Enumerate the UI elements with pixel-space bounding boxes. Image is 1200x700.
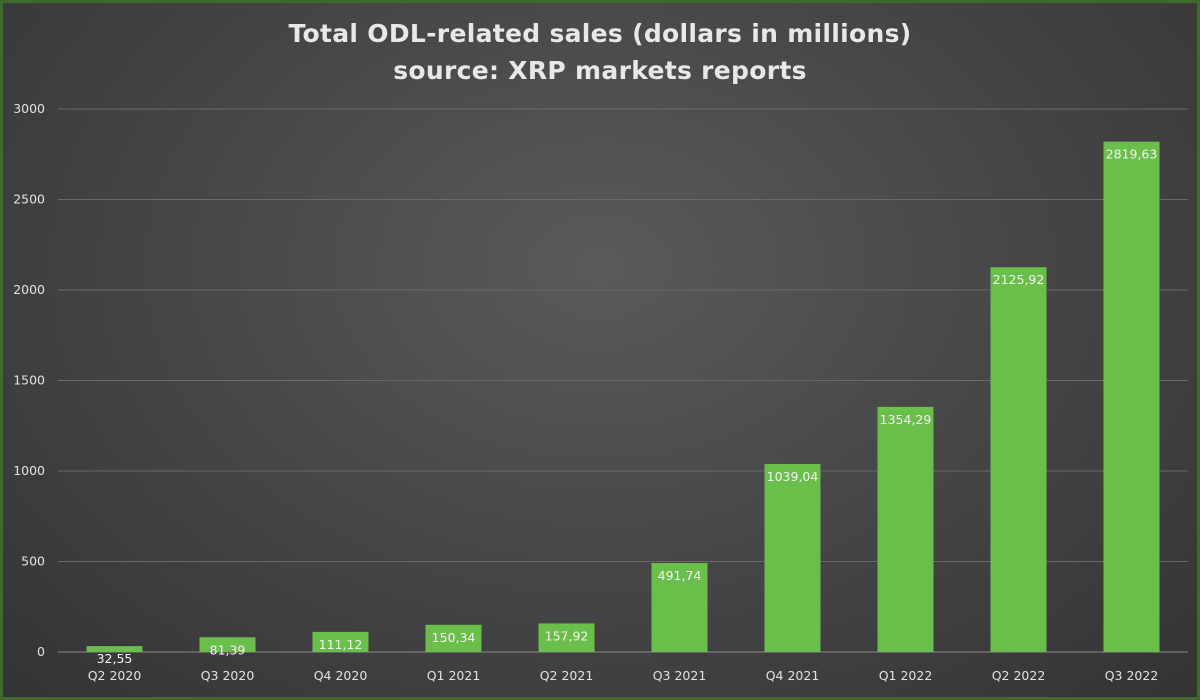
data-label: 157,92 xyxy=(545,628,589,643)
x-tick-label: Q1 2021 xyxy=(427,668,481,683)
bar xyxy=(651,562,708,652)
x-tick-label: Q1 2022 xyxy=(879,668,933,683)
data-label: 81,39 xyxy=(210,642,246,657)
bar xyxy=(764,463,821,652)
data-label: 150,34 xyxy=(432,630,476,645)
data-label: 32,55 xyxy=(97,651,133,666)
y-tick-label: 0 xyxy=(37,644,45,659)
y-tick-label: 2000 xyxy=(13,282,45,297)
bar xyxy=(86,646,143,652)
bar xyxy=(199,637,256,652)
data-label: 2819,63 xyxy=(1106,147,1158,162)
bar xyxy=(425,624,482,652)
y-tick-label: 3000 xyxy=(13,101,45,116)
bar-chart: 0 500 1000 1500 2000 2500 3000 32,55 Q2 2020 81,3… xyxy=(13,101,1188,683)
x-tick-label: Q3 2020 xyxy=(201,668,255,683)
bar xyxy=(877,406,934,652)
bar xyxy=(990,267,1047,652)
y-tick-label: 2500 xyxy=(13,192,45,207)
data-label: 1354,29 xyxy=(880,412,932,427)
chart-title-block: Total ODL-related sales (dollars in mill… xyxy=(3,15,1197,89)
y-tick-label: 1500 xyxy=(13,373,45,388)
data-label: 1039,04 xyxy=(767,469,819,484)
y-tick-label: 1000 xyxy=(13,463,45,478)
chart-subtitle: source: XRP markets reports xyxy=(393,56,807,85)
x-tick-label: Q3 2022 xyxy=(1105,668,1159,683)
x-tick-label: Q2 2020 xyxy=(88,668,142,683)
x-tick-label: Q3 2021 xyxy=(653,668,707,683)
bar xyxy=(312,631,369,652)
x-tick-label: Q4 2021 xyxy=(766,668,820,683)
x-tick-label: Q2 2022 xyxy=(992,668,1046,683)
bar xyxy=(538,623,595,652)
bar xyxy=(1103,141,1160,652)
data-label: 111,12 xyxy=(319,637,363,652)
data-label: 491,74 xyxy=(658,568,702,583)
y-tick-label: 500 xyxy=(21,554,45,569)
chart-title: Total ODL-related sales (dollars in mill… xyxy=(288,19,912,48)
x-tick-label: Q4 2020 xyxy=(314,668,368,683)
data-label: 2125,92 xyxy=(993,272,1045,287)
x-tick-label: Q2 2021 xyxy=(540,668,594,683)
